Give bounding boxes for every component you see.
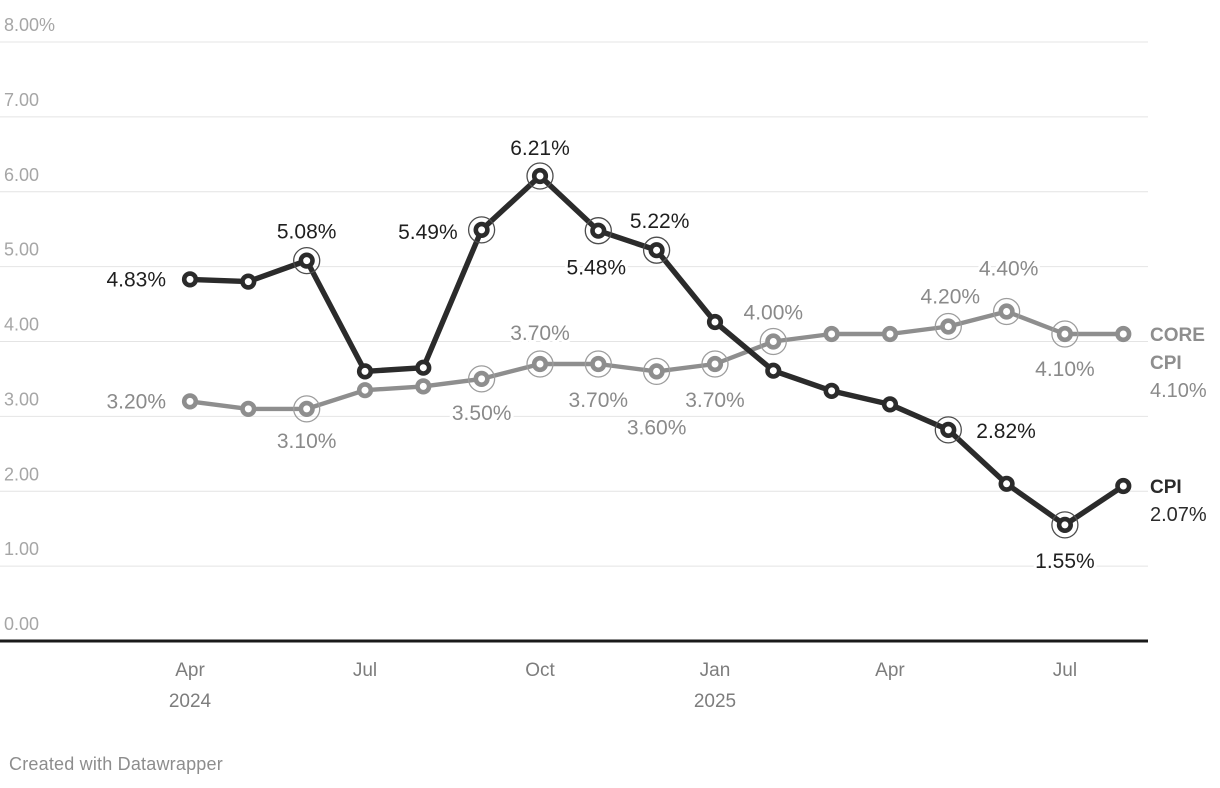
y-axis-tick-label: 2.00 xyxy=(4,464,39,484)
y-axis-tick-label: 3.00 xyxy=(4,389,39,409)
cpi-data-point[interactable] xyxy=(181,271,199,288)
core-cpi-emphasis-ring xyxy=(642,357,671,386)
core-cpi-point-label: 4.20% xyxy=(921,286,981,309)
line-chart-canvas: 8.00% 7.00 6.00 5.00 4.00 3.00 2.00 1.00 0.00 Apr… xyxy=(0,15,1207,712)
y-axis-tick-label: 0.00 xyxy=(4,614,39,634)
cpi-data-point[interactable] xyxy=(590,222,607,239)
core-cpi-point-label: 3.10% xyxy=(277,430,337,453)
cpi-data-point[interactable] xyxy=(765,362,782,379)
core-cpi-data-point[interactable] xyxy=(1056,325,1073,343)
cpi-emphasis-ring xyxy=(293,246,321,275)
core-cpi-data-point[interactable] xyxy=(998,303,1015,320)
cpi-data-point[interactable] xyxy=(356,363,374,380)
x-axis-tick-year-label: 2025 xyxy=(694,691,736,712)
cpi-data-point[interactable] xyxy=(415,359,432,376)
cpi-data-point[interactable] xyxy=(881,396,899,413)
core-cpi-data-point[interactable] xyxy=(181,393,199,410)
core-cpi-point-label: 3.50% xyxy=(452,402,512,425)
core-cpi-emphasis-ring xyxy=(293,395,321,423)
y-axis-tick-label: 7.00 xyxy=(4,90,39,110)
cpi-data-point[interactable] xyxy=(706,313,724,331)
cpi-data-point[interactable] xyxy=(823,382,840,400)
y-axis-tick-label: 5.00 xyxy=(4,240,39,260)
core-cpi-data-point[interactable] xyxy=(940,318,957,335)
core-cpi-data-point[interactable] xyxy=(590,355,607,373)
core-cpi-data-point[interactable] xyxy=(1115,325,1132,343)
core-cpi-point-label: 3.20% xyxy=(106,390,166,413)
core-cpi-point-label: 4.10% xyxy=(1035,358,1095,381)
core-cpi-data-point[interactable] xyxy=(823,325,840,343)
core-cpi-data-point[interactable] xyxy=(765,333,782,350)
x-axis-tick-label: Apr xyxy=(875,660,905,681)
cpi-data-point[interactable] xyxy=(940,421,957,439)
cpi-point-label: 1.55% xyxy=(1035,550,1095,573)
x-axis-tick-label: Jul xyxy=(353,660,377,681)
core-cpi-point-label: 3.60% xyxy=(627,416,687,439)
core-cpi-emphasis-ring xyxy=(934,312,962,341)
y-axis-tick-label: 4.00 xyxy=(4,315,39,335)
core-cpi-data-point[interactable] xyxy=(881,325,899,343)
cpi-legend-value: 2.07% xyxy=(1150,504,1207,526)
core-cpi-emphasis-ring xyxy=(467,365,496,393)
core-cpi-line xyxy=(187,309,1126,412)
cpi-point-label: 4.83% xyxy=(106,268,166,291)
core-cpi-point-label: 3.70% xyxy=(685,389,745,412)
cpi-point-label: 5.49% xyxy=(398,221,458,244)
cpi-data-point[interactable] xyxy=(240,273,257,290)
core-cpi-emphasis-ring xyxy=(526,350,554,378)
cpi-data-point[interactable] xyxy=(298,252,315,269)
core-cpi-emphasis-ring xyxy=(701,350,729,378)
core-cpi-legend-name: CPI xyxy=(1150,353,1182,374)
core-cpi-point-label: 4.40% xyxy=(979,258,1039,281)
cpi-point-label: 2.82% xyxy=(976,420,1036,443)
core-cpi-data-point[interactable] xyxy=(240,400,257,418)
cpi-emphasis-ring xyxy=(642,236,671,264)
core-cpi-point-label: 4.00% xyxy=(744,302,804,325)
core-cpi-legend-value: 4.10% xyxy=(1150,380,1207,402)
y-axis-tick-label: 1.00 xyxy=(4,539,39,559)
core-cpi-emphasis-ring xyxy=(1051,320,1079,348)
cpi-emphasis-ring xyxy=(526,162,554,190)
cpi-data-point[interactable] xyxy=(998,475,1015,492)
cpi-emphasis-ring xyxy=(584,217,612,245)
core-cpi-data-point[interactable] xyxy=(531,355,549,373)
x-axis-tick-label: Apr xyxy=(175,660,205,681)
x-axis-tick-label: Jan xyxy=(700,660,731,681)
cpi-data-point[interactable] xyxy=(648,242,665,259)
core-cpi-emphasis-ring xyxy=(759,327,787,356)
core-cpi-emphasis-ring xyxy=(584,350,612,378)
core-cpi-data-point[interactable] xyxy=(706,355,724,373)
core-cpi-point-label: 3.70% xyxy=(569,389,629,412)
cpi-data-point[interactable] xyxy=(531,167,549,185)
cpi-data-point[interactable] xyxy=(1115,477,1132,495)
core-cpi-point-label: 3.70% xyxy=(510,322,570,345)
cpi-emphasis-ring xyxy=(1051,511,1079,539)
core-cpi-data-point[interactable] xyxy=(415,378,432,395)
core-cpi-data-point[interactable] xyxy=(356,382,374,399)
x-axis-tick-label: Jul xyxy=(1053,660,1077,681)
cpi-data-point[interactable] xyxy=(1056,516,1073,534)
core-cpi-data-point[interactable] xyxy=(648,363,665,380)
core-cpi-emphasis-ring xyxy=(992,297,1021,326)
x-axis-tick-label: Oct xyxy=(525,660,555,681)
cpi-point-label: 5.22% xyxy=(630,210,690,233)
core-cpi-data-point[interactable] xyxy=(298,400,315,418)
y-axis-tick-label: 6.00 xyxy=(4,165,39,185)
cpi-point-label: 6.21% xyxy=(510,137,570,160)
datawrapper-attribution-link[interactable]: Created with Datawrapper xyxy=(9,754,223,774)
cpi-legend-name: CPI xyxy=(1150,477,1182,498)
core-cpi-legend-name: CORE xyxy=(1150,325,1205,346)
core-cpi-data-point[interactable] xyxy=(473,370,490,388)
cpi-point-label: 5.08% xyxy=(277,221,337,244)
cpi-point-label: 5.48% xyxy=(567,257,627,280)
cpi-emphasis-ring xyxy=(467,216,496,244)
cpi-data-point[interactable] xyxy=(473,221,490,238)
cpi-emphasis-ring xyxy=(934,416,962,444)
y-axis-tick-label: 8.00% xyxy=(4,15,55,35)
x-axis-tick-year-label: 2024 xyxy=(169,691,212,712)
